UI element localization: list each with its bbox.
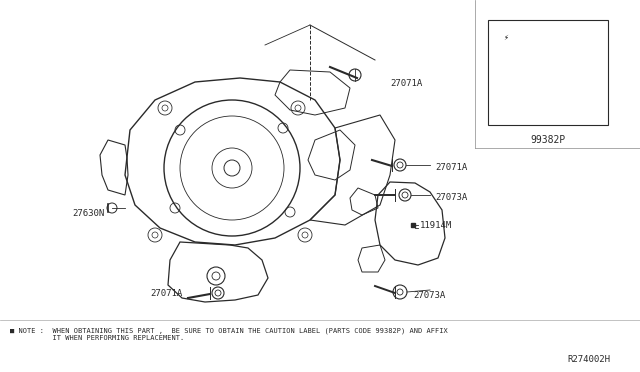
Text: 99382P: 99382P <box>531 135 566 145</box>
Text: 27073A: 27073A <box>413 291 445 299</box>
Text: 27071A: 27071A <box>150 289 182 298</box>
Text: 27071A: 27071A <box>435 164 467 173</box>
Text: ■ NOTE :  WHEN OBTAINING THIS PART ,  BE SURE TO OBTAIN THE CAUTION LABEL (PARTS: ■ NOTE : WHEN OBTAINING THIS PART , BE S… <box>10 328 448 341</box>
Text: 27630N: 27630N <box>72 208 104 218</box>
Text: ⚡: ⚡ <box>504 35 508 41</box>
Text: R274002H: R274002H <box>567 355 610 364</box>
Text: 27073A: 27073A <box>435 193 467 202</box>
Text: 27071A: 27071A <box>390 78 422 87</box>
Text: 11914M: 11914M <box>420 221 452 230</box>
Bar <box>488 20 608 125</box>
